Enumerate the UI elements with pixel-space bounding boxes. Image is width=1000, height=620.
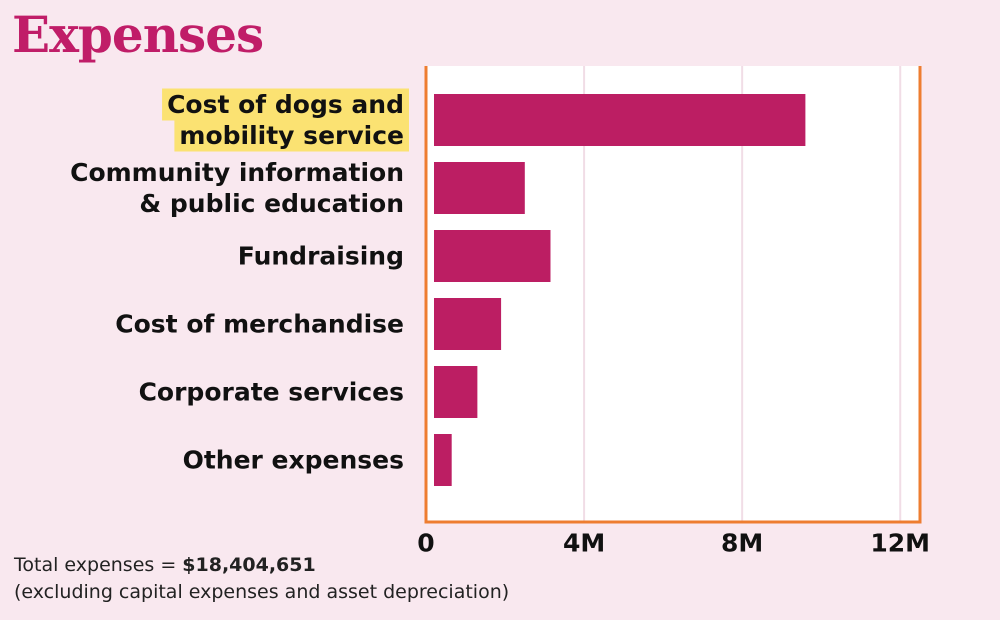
chart-title: Expenses — [12, 5, 264, 64]
x-tick-labels: 0 4M 8M 12M — [417, 529, 930, 558]
total-value: $18,404,651 — [182, 554, 316, 576]
highlight-0-line-0 — [162, 88, 409, 121]
category-label-5-line-0: Other expenses — [183, 446, 404, 475]
category-label-0-line-1: mobility service — [179, 121, 404, 150]
bar-0 — [434, 94, 806, 146]
x-tick-label-12M: 12M — [870, 529, 930, 558]
x-tick-label-4M: 4M — [563, 529, 605, 558]
bar-3 — [434, 298, 502, 350]
total-label: Total expenses = — [14, 554, 183, 576]
category-label-2-line-0: Fundraising — [238, 242, 404, 271]
footer-note: (excluding capital expenses and asset de… — [14, 581, 510, 603]
x-tick-label-0: 0 — [417, 529, 434, 558]
total-line: Total expenses = $18,404,651 — [14, 552, 509, 579]
category-label-1-line-1: & public education — [139, 189, 404, 218]
category-label-0-line-0: Cost of dogs and — [167, 90, 404, 119]
bar-1 — [434, 162, 525, 214]
axes — [424, 66, 922, 524]
x-tick-label-8M: 8M — [721, 529, 763, 558]
bar-5 — [434, 434, 452, 486]
category-highlights — [162, 88, 409, 152]
category-label-3-line-0: Cost of merchandise — [115, 310, 404, 339]
chart-footer: Total expenses = $18,404,651 (excluding … — [14, 552, 509, 606]
highlight-0-line-1 — [174, 119, 409, 152]
bar-2 — [434, 230, 551, 282]
category-label-4-line-0: Corporate services — [139, 378, 404, 407]
bars — [434, 94, 806, 486]
category-label-1-line-0: Community information — [70, 158, 404, 187]
bar-4 — [434, 366, 478, 418]
